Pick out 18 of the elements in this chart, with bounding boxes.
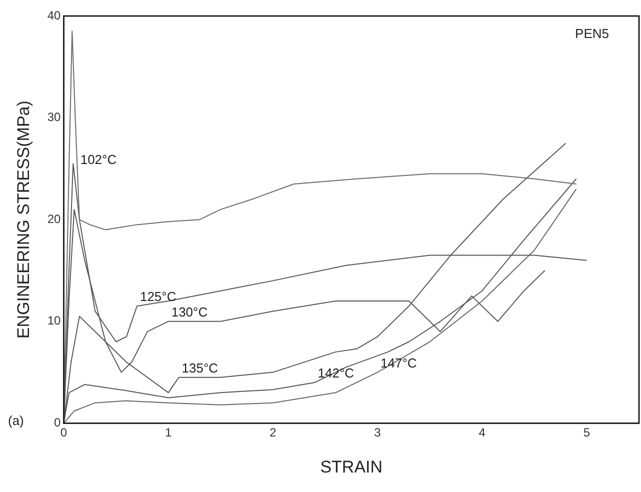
y-tick-label: 40: [47, 8, 62, 22]
y-tick-label: 10: [47, 314, 62, 328]
x-tick-label: 5: [583, 426, 590, 440]
x-tick-label: 1: [164, 426, 172, 440]
y-tick-label: 0: [54, 416, 62, 430]
y-axis-title: ENGINEERING STRESS(MPa): [14, 100, 33, 339]
annotation: 135°C: [182, 360, 218, 376]
text: (a): [8, 412, 24, 428]
y-tick-label: 30: [47, 110, 62, 124]
annotation: 125°C: [140, 289, 176, 304]
x-axis-title: STRAIN: [320, 457, 383, 476]
y-tick-label: 20: [47, 212, 62, 226]
annotation: 102°C: [80, 152, 117, 167]
annotation: PEN5: [575, 26, 609, 42]
x-tick-label: 3: [374, 426, 382, 440]
annotation: 130°C: [171, 304, 208, 320]
x-tick-label: 2: [270, 426, 277, 440]
x-tick-label: 4: [478, 426, 486, 440]
